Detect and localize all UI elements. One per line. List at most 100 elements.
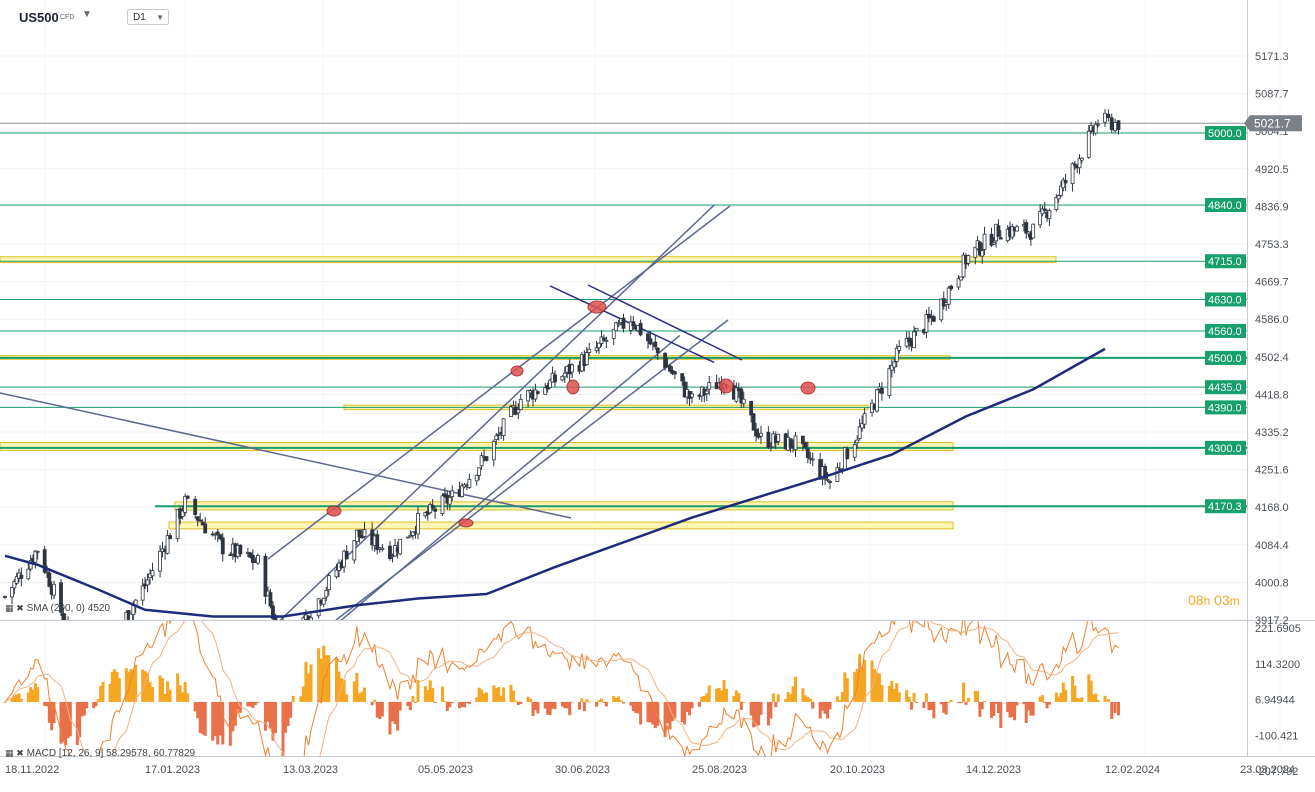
macd-histogram-bar xyxy=(994,701,998,704)
macd-histogram-bar xyxy=(895,683,899,702)
candle-body xyxy=(516,409,521,414)
candle-body xyxy=(250,555,255,563)
macd-histogram-bar xyxy=(653,701,657,729)
macd-histogram-bar xyxy=(840,692,844,702)
macd-histogram-bar xyxy=(467,701,471,704)
symbol-name[interactable]: US500 xyxy=(19,10,59,25)
macd-histogram-bar xyxy=(821,701,825,711)
macd-histogram-bar xyxy=(683,701,687,725)
candle-body xyxy=(52,583,56,596)
price-tick-label: 4418.8 xyxy=(1255,389,1289,401)
candle-body xyxy=(663,353,667,369)
candle-body xyxy=(1109,117,1114,131)
candle-body xyxy=(845,448,850,460)
timeframe-select[interactable]: D1 ▼ xyxy=(127,9,169,25)
macd-histogram-bar xyxy=(304,661,308,702)
candle-body xyxy=(631,321,636,327)
candle-body xyxy=(102,655,105,660)
macd-histogram-bar xyxy=(858,654,862,702)
macd-histogram-bar xyxy=(776,694,780,702)
candle-body xyxy=(69,624,72,631)
candle-body xyxy=(61,613,66,620)
candle-body xyxy=(924,314,929,333)
close-icon[interactable]: ✖ xyxy=(16,748,24,758)
candle-body xyxy=(672,371,677,375)
candle-body xyxy=(95,657,98,664)
candle-body xyxy=(914,327,919,332)
candle-body xyxy=(897,345,902,351)
macd-histogram-bar xyxy=(1075,697,1079,702)
date-tick-label: 05.05.2023 xyxy=(418,764,473,776)
level-label-text: 5000.0 xyxy=(1208,128,1242,140)
level-label-box xyxy=(1205,350,1246,365)
price-tick-label: 4502.4 xyxy=(1255,352,1289,364)
macd-histogram-bar xyxy=(263,701,267,731)
current-price-tag-box xyxy=(1244,115,1302,132)
candle-body xyxy=(150,570,155,577)
candle-body xyxy=(113,633,116,636)
candle-body xyxy=(1103,112,1107,123)
macd-histogram-bar xyxy=(433,701,437,703)
candle-body xyxy=(823,466,827,479)
candle-body xyxy=(855,439,860,444)
candle-body xyxy=(185,495,190,499)
macd-histogram-bar xyxy=(19,698,23,702)
candle-body xyxy=(282,621,285,657)
macd-histogram-bar xyxy=(905,690,909,702)
candle-body xyxy=(428,503,433,514)
macd-histogram-bar xyxy=(529,698,533,702)
macd-histogram-bar xyxy=(853,671,857,702)
macd-histogram-bar xyxy=(587,701,591,703)
highlight-marker xyxy=(587,300,607,314)
macd-histogram-bar xyxy=(1106,699,1110,702)
macd-histogram-bar xyxy=(221,701,225,745)
macd-histogram-bar xyxy=(582,701,586,712)
price-tick-label: 4586.0 xyxy=(1255,314,1289,326)
macd-histogram-bar xyxy=(391,701,395,722)
countdown-hours: 08 xyxy=(1188,592,1204,608)
macd-histogram-bar xyxy=(1117,701,1120,716)
macd-histogram-bar xyxy=(29,687,33,702)
macd-histogram-bar xyxy=(408,701,412,711)
sma-indicator-label[interactable]: ▦ ✖ SMA (200, 0) 4520 xyxy=(5,603,110,614)
level-label: 4435.0 xyxy=(1205,380,1246,395)
macd-histogram-bar xyxy=(375,701,379,718)
candle-body xyxy=(776,433,781,442)
candle-body xyxy=(961,254,966,278)
macd-histogram-bar xyxy=(585,699,589,702)
candle-body xyxy=(646,333,650,342)
candle-body xyxy=(484,456,489,461)
macd-histogram-bar xyxy=(1022,701,1026,705)
macd-histogram-bar xyxy=(85,701,89,709)
macd-histogram-bar xyxy=(61,701,65,742)
chevron-down-icon[interactable]: ▼ xyxy=(82,9,92,20)
macd-histogram-bar xyxy=(340,678,344,702)
macd-histogram-bar xyxy=(246,701,250,707)
macd-histogram-bar xyxy=(680,701,684,723)
macd-histogram-bar xyxy=(115,672,119,702)
macd-histogram-bar xyxy=(253,701,257,705)
candle-body xyxy=(1010,226,1015,238)
candle-body xyxy=(526,390,530,402)
candle-body xyxy=(45,571,49,574)
candle-body xyxy=(1116,120,1121,131)
candle-body xyxy=(602,337,606,341)
macd-value-1: 58.29578 xyxy=(106,748,148,759)
candle-body xyxy=(215,531,220,535)
candle-body xyxy=(980,250,985,257)
macd-histogram-bar xyxy=(411,695,415,702)
candle-body xyxy=(362,529,367,537)
macd-histogram-bar xyxy=(980,701,984,710)
macd-indicator-label[interactable]: ▦ ✖ MACD [12, 26, 9] 58.29578, 60.77829 xyxy=(5,748,196,759)
close-icon[interactable]: ✖ xyxy=(16,603,24,613)
macd-histogram-bar xyxy=(774,701,778,708)
candle-body xyxy=(380,547,385,550)
candle-body xyxy=(1086,130,1091,158)
macd-histogram-bar xyxy=(962,682,966,702)
settings-icon[interactable]: ▦ xyxy=(5,603,14,613)
macd-histogram-bar xyxy=(769,701,773,719)
price-tick-label: 4753.3 xyxy=(1255,239,1289,251)
settings-icon[interactable]: ▦ xyxy=(5,748,14,758)
